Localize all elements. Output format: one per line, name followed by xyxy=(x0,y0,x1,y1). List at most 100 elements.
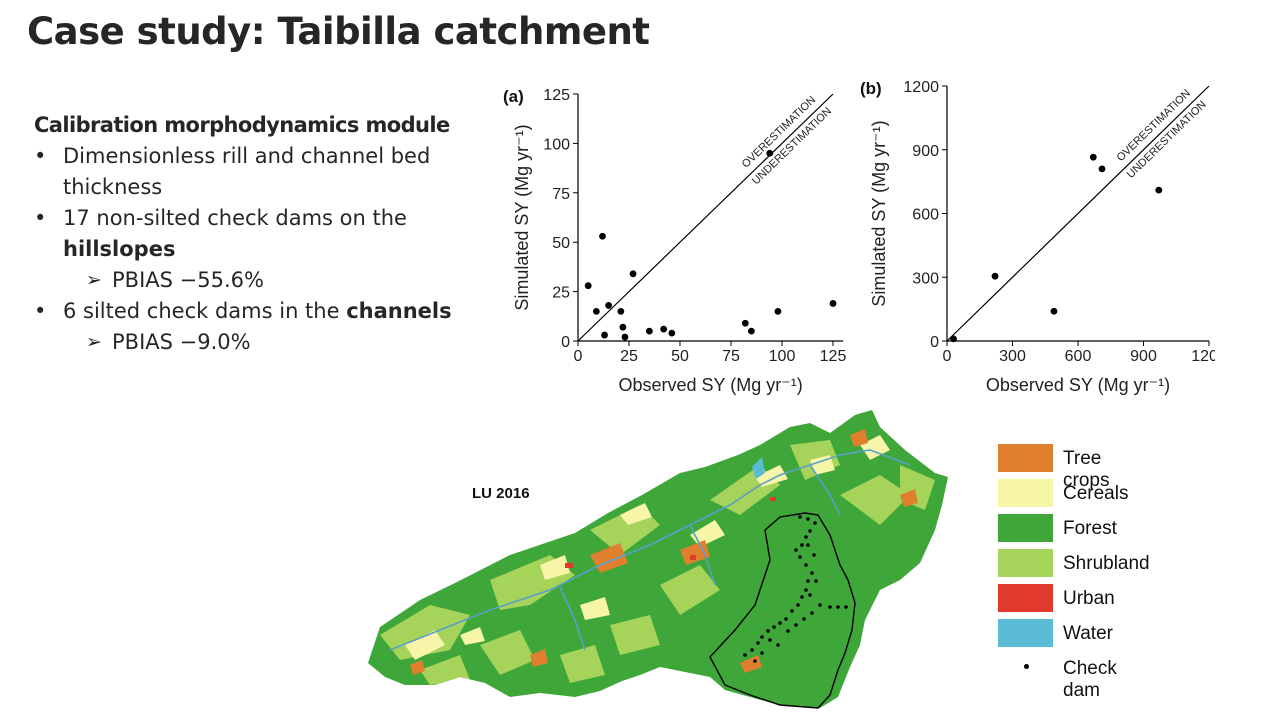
check-dam-marker xyxy=(794,548,798,552)
x-axis-label: Observed SY (Mg yr⁻¹) xyxy=(986,375,1170,395)
check-dam-marker xyxy=(784,617,788,621)
check-dam-marker xyxy=(766,629,770,633)
y-tick-label: 900 xyxy=(912,143,939,160)
check-dam-marker xyxy=(806,517,810,521)
x-tick-label: 0 xyxy=(574,348,583,365)
check-dam-marker xyxy=(828,605,832,609)
sub-bullet-text: PBIAS −55.6% xyxy=(112,268,264,292)
data-point xyxy=(1089,153,1097,161)
legend-label: Water xyxy=(1063,623,1113,644)
data-point xyxy=(605,302,612,309)
x-tick-label: 25 xyxy=(620,348,638,365)
check-dam-marker xyxy=(753,659,757,663)
data-point xyxy=(592,307,600,315)
legend-label: Shrubland xyxy=(1063,553,1150,574)
check-dam-markers xyxy=(743,515,848,663)
check-dam-marker xyxy=(800,595,804,599)
arrow-bullet-icon: ➢ xyxy=(86,269,102,291)
check-dam-marker xyxy=(794,623,798,627)
check-dam-marker xyxy=(772,625,776,629)
check-dam-marker xyxy=(810,611,814,615)
bullet-text: 17 non-silted check dams on the xyxy=(63,206,407,230)
check-dam-marker xyxy=(806,579,810,583)
legend-label: Tree crops xyxy=(1063,448,1110,491)
check-dam-marker xyxy=(808,593,812,597)
check-dam-marker xyxy=(806,543,810,547)
arrow-bullet-icon: ➢ xyxy=(86,331,102,353)
bullet-item: 17 non-silted check dams on the hillslop… xyxy=(34,203,494,265)
data-point xyxy=(601,331,608,339)
sub-bullet-text: PBIAS −9.0% xyxy=(112,330,251,354)
legend-label: Cereals xyxy=(1063,483,1129,504)
check-dam-marker xyxy=(802,617,806,621)
check-dam-marker xyxy=(776,643,780,647)
check-dam-marker xyxy=(844,605,848,609)
bullet-item: 6 silted check dams in the channels xyxy=(34,296,494,327)
panel-label: (b) xyxy=(860,79,882,98)
check-dam-marker xyxy=(798,515,802,519)
x-tick-label: 0 xyxy=(943,348,952,365)
data-point xyxy=(617,307,625,315)
check-dam-marker xyxy=(812,553,816,557)
data-point xyxy=(950,335,957,343)
legend-label: Check dam xyxy=(1063,658,1117,701)
data-point xyxy=(1050,307,1058,315)
data-point xyxy=(774,307,782,315)
check-dam-marker xyxy=(760,635,764,639)
x-tick-label: 300 xyxy=(999,348,1026,365)
y-tick-label: 50 xyxy=(552,235,570,252)
x-tick-label: 1200 xyxy=(1191,348,1215,365)
data-point xyxy=(629,270,637,278)
legend-swatch xyxy=(998,479,1053,507)
check-dam-marker xyxy=(808,529,812,533)
x-tick-label: 50 xyxy=(671,348,689,365)
legend-swatch xyxy=(998,444,1053,472)
check-dam-marker xyxy=(804,588,808,592)
check-dam-marker xyxy=(800,543,804,547)
y-tick-label: 75 xyxy=(552,186,570,203)
y-tick-label: 125 xyxy=(543,87,570,104)
y-tick-label: 1200 xyxy=(903,79,939,96)
one-to-one-line xyxy=(946,85,1210,342)
check-dam-marker xyxy=(836,605,840,609)
y-tick-label: 0 xyxy=(930,334,939,351)
check-dam-marker xyxy=(750,648,754,652)
data-point xyxy=(991,272,999,280)
bullet-list: Calibration morphodynamics module Dimens… xyxy=(34,110,494,358)
data-point xyxy=(646,327,653,335)
y-tick-label: 600 xyxy=(912,207,939,224)
land-use-map: LU 2016 xyxy=(368,410,948,709)
bullet-bold-text: channels xyxy=(346,299,452,323)
y-tick-label: 300 xyxy=(912,270,939,287)
data-point xyxy=(748,327,755,335)
panel-label: (a) xyxy=(503,87,524,106)
check-dam-marker xyxy=(818,603,822,607)
map-label: LU 2016 xyxy=(472,485,530,502)
legend-label: Forest xyxy=(1063,518,1117,539)
check-dam-marker xyxy=(756,641,760,645)
data-point xyxy=(1098,165,1106,173)
x-axis-label: Observed SY (Mg yr⁻¹) xyxy=(618,375,802,395)
sub-bullet-item: ➢ PBIAS −55.6% xyxy=(34,265,494,296)
check-dam-marker xyxy=(743,653,747,657)
legend-swatch xyxy=(998,584,1053,612)
check-dam-marker xyxy=(768,638,772,642)
sub-bullet-item: ➢ PBIAS −9.0% xyxy=(34,327,494,358)
scatter-chart-b: 0300600900120003006009001200OVERESTIMATI… xyxy=(860,79,1215,395)
check-dam-marker xyxy=(810,571,814,575)
legend-label: Urban xyxy=(1063,588,1115,609)
y-tick-label: 100 xyxy=(543,136,570,153)
y-axis-label: Simulated SY (Mg yr⁻¹) xyxy=(869,120,889,306)
check-dam-marker xyxy=(798,555,802,559)
x-tick-label: 600 xyxy=(1065,348,1092,365)
data-point xyxy=(741,319,749,327)
one-to-one-line xyxy=(577,93,834,342)
legend-swatch xyxy=(998,514,1053,542)
x-tick-label: 125 xyxy=(820,348,847,365)
legend-swatch xyxy=(998,549,1053,577)
x-tick-label: 100 xyxy=(769,348,796,365)
check-dam-marker xyxy=(804,563,808,567)
data-point xyxy=(668,329,676,337)
y-tick-label: 0 xyxy=(561,334,570,351)
